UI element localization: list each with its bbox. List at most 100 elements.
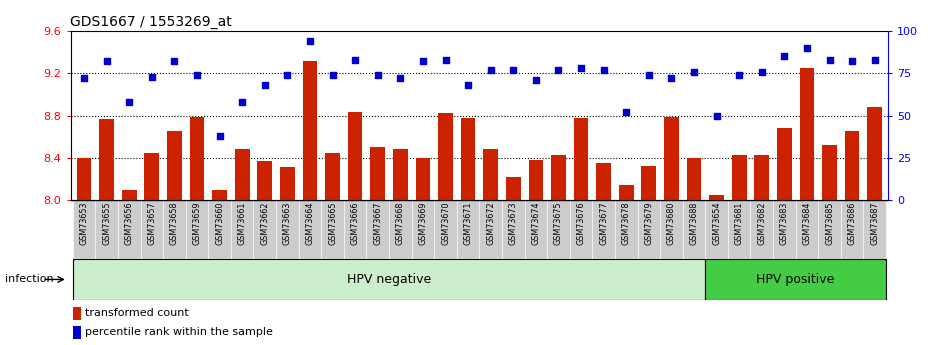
Text: GSM73655: GSM73655 bbox=[102, 202, 111, 246]
Text: GSM73687: GSM73687 bbox=[870, 202, 879, 245]
Bar bbox=[864, 200, 886, 259]
Bar bbox=[73, 326, 81, 338]
Text: percentile rank within the sample: percentile rank within the sample bbox=[85, 327, 273, 337]
Bar bbox=[434, 200, 457, 259]
Bar bbox=[141, 200, 164, 259]
Point bbox=[212, 133, 227, 139]
Point bbox=[461, 82, 476, 88]
Text: GSM73658: GSM73658 bbox=[170, 202, 179, 245]
Text: GSM73684: GSM73684 bbox=[803, 202, 811, 245]
Text: GSM73665: GSM73665 bbox=[328, 202, 337, 245]
Text: GSM73657: GSM73657 bbox=[148, 202, 156, 246]
Bar bbox=[438, 114, 453, 200]
Text: GSM73663: GSM73663 bbox=[283, 202, 292, 245]
Point bbox=[664, 76, 679, 81]
Bar bbox=[412, 200, 434, 259]
Point bbox=[303, 38, 318, 44]
Bar bbox=[528, 160, 543, 200]
Bar bbox=[525, 200, 547, 259]
Bar bbox=[95, 200, 118, 259]
Bar bbox=[596, 163, 611, 200]
Point bbox=[325, 72, 340, 78]
Bar bbox=[348, 112, 363, 200]
Bar bbox=[682, 200, 705, 259]
Bar bbox=[750, 200, 773, 259]
Bar bbox=[209, 200, 231, 259]
Bar bbox=[303, 61, 318, 200]
Bar bbox=[167, 131, 181, 200]
Bar bbox=[570, 200, 592, 259]
Point bbox=[167, 59, 182, 64]
Bar bbox=[547, 200, 570, 259]
Text: infection: infection bbox=[5, 275, 54, 284]
Bar bbox=[800, 68, 814, 200]
Point bbox=[573, 66, 588, 71]
Text: GSM73662: GSM73662 bbox=[260, 202, 269, 245]
Text: GSM73685: GSM73685 bbox=[825, 202, 834, 245]
Point bbox=[145, 74, 160, 79]
Text: GSM73688: GSM73688 bbox=[690, 202, 698, 245]
Text: GSM73683: GSM73683 bbox=[780, 202, 789, 245]
Point bbox=[483, 67, 498, 73]
Text: GSM73653: GSM73653 bbox=[80, 202, 88, 245]
Text: GSM73671: GSM73671 bbox=[463, 202, 473, 245]
Bar bbox=[845, 131, 859, 200]
Point bbox=[393, 76, 408, 81]
Text: GSM73670: GSM73670 bbox=[441, 202, 450, 245]
Bar bbox=[573, 118, 588, 200]
Bar bbox=[502, 200, 525, 259]
Point bbox=[99, 59, 114, 64]
Bar bbox=[145, 152, 159, 200]
Text: GSM73667: GSM73667 bbox=[373, 202, 383, 245]
Bar bbox=[705, 200, 728, 259]
Point bbox=[438, 57, 453, 62]
Bar bbox=[868, 107, 882, 200]
Point bbox=[619, 109, 634, 115]
Point bbox=[506, 67, 521, 73]
Text: GSM73661: GSM73661 bbox=[238, 202, 246, 245]
Point bbox=[709, 113, 724, 118]
Point bbox=[641, 72, 656, 78]
Bar bbox=[164, 200, 186, 259]
Text: GSM73668: GSM73668 bbox=[396, 202, 405, 245]
Point bbox=[686, 69, 701, 75]
Point bbox=[190, 72, 205, 78]
Point bbox=[528, 77, 543, 83]
Bar bbox=[705, 259, 886, 300]
Bar bbox=[637, 200, 660, 259]
Bar bbox=[841, 200, 864, 259]
Bar bbox=[755, 155, 769, 200]
Bar bbox=[190, 117, 204, 200]
Bar bbox=[276, 200, 299, 259]
Bar bbox=[72, 259, 705, 300]
Point bbox=[596, 67, 611, 73]
Bar bbox=[344, 200, 367, 259]
Bar bbox=[461, 118, 476, 200]
Text: HPV positive: HPV positive bbox=[757, 273, 835, 286]
Bar bbox=[777, 128, 791, 200]
Text: GSM73682: GSM73682 bbox=[758, 202, 766, 245]
Text: GSM73675: GSM73675 bbox=[554, 202, 563, 246]
Bar bbox=[773, 200, 795, 259]
Bar bbox=[687, 158, 701, 200]
Bar bbox=[370, 147, 385, 200]
Text: GSM73654: GSM73654 bbox=[713, 202, 721, 245]
Bar bbox=[664, 117, 679, 200]
Point bbox=[415, 59, 431, 64]
Bar bbox=[280, 167, 295, 200]
Point bbox=[868, 57, 883, 62]
Text: GSM73679: GSM73679 bbox=[644, 202, 653, 246]
Point bbox=[76, 76, 91, 81]
Bar bbox=[72, 200, 95, 259]
Bar bbox=[122, 189, 136, 200]
Bar bbox=[367, 200, 389, 259]
Bar bbox=[258, 161, 272, 200]
Point bbox=[280, 72, 295, 78]
Text: transformed count: transformed count bbox=[85, 308, 188, 318]
Bar bbox=[710, 195, 724, 200]
Bar bbox=[299, 200, 321, 259]
Bar bbox=[795, 200, 818, 259]
Text: GDS1667 / 1553269_at: GDS1667 / 1553269_at bbox=[70, 14, 232, 29]
Bar bbox=[77, 158, 91, 200]
Text: GSM73681: GSM73681 bbox=[735, 202, 744, 245]
